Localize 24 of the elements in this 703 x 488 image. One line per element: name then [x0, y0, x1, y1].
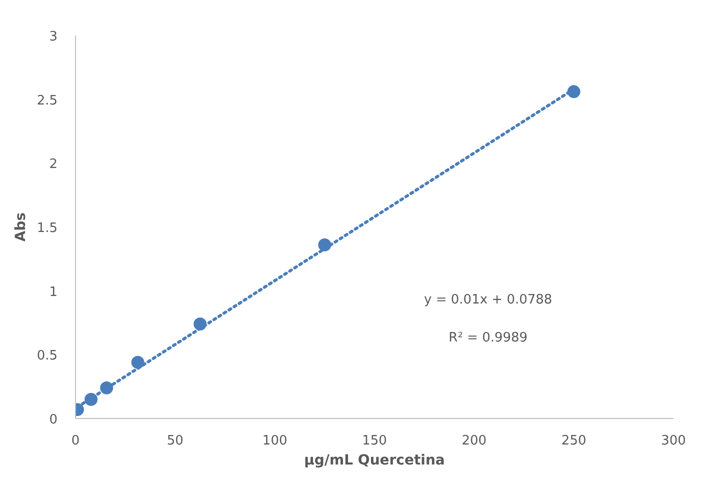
x-tick-label: 100 — [262, 434, 288, 448]
x-axis-title: µg/mL Quercetina — [304, 452, 445, 468]
y-axis-title: Abs — [12, 212, 29, 242]
point — [318, 238, 332, 252]
point — [194, 318, 207, 331]
y-tick-label: 0.5 — [36, 348, 58, 364]
x-tick-label: 300 — [661, 434, 686, 448]
x-tick-label: 0 — [71, 434, 80, 448]
point — [100, 381, 114, 394]
x-tick-label: 150 — [362, 434, 387, 448]
point — [131, 356, 144, 369]
y-tick-label: 3 — [49, 30, 58, 44]
x-tick-label: 250 — [561, 434, 586, 448]
x-tick-label: 200 — [462, 434, 487, 448]
y-tick-label: 2.5 — [36, 93, 58, 108]
annotation: R² = 0.9989 — [448, 330, 528, 346]
y-tick-label: 2 — [49, 157, 58, 172]
y-tick-label: 1 — [49, 284, 58, 300]
x-tick-label: 50 — [166, 434, 184, 448]
point — [567, 85, 580, 98]
annotation: y = 0.01x + 0.0788 — [424, 292, 552, 308]
point — [84, 392, 98, 406]
y-tick-label: 1.5 — [36, 221, 58, 236]
y-tick-label: 0 — [49, 412, 58, 428]
